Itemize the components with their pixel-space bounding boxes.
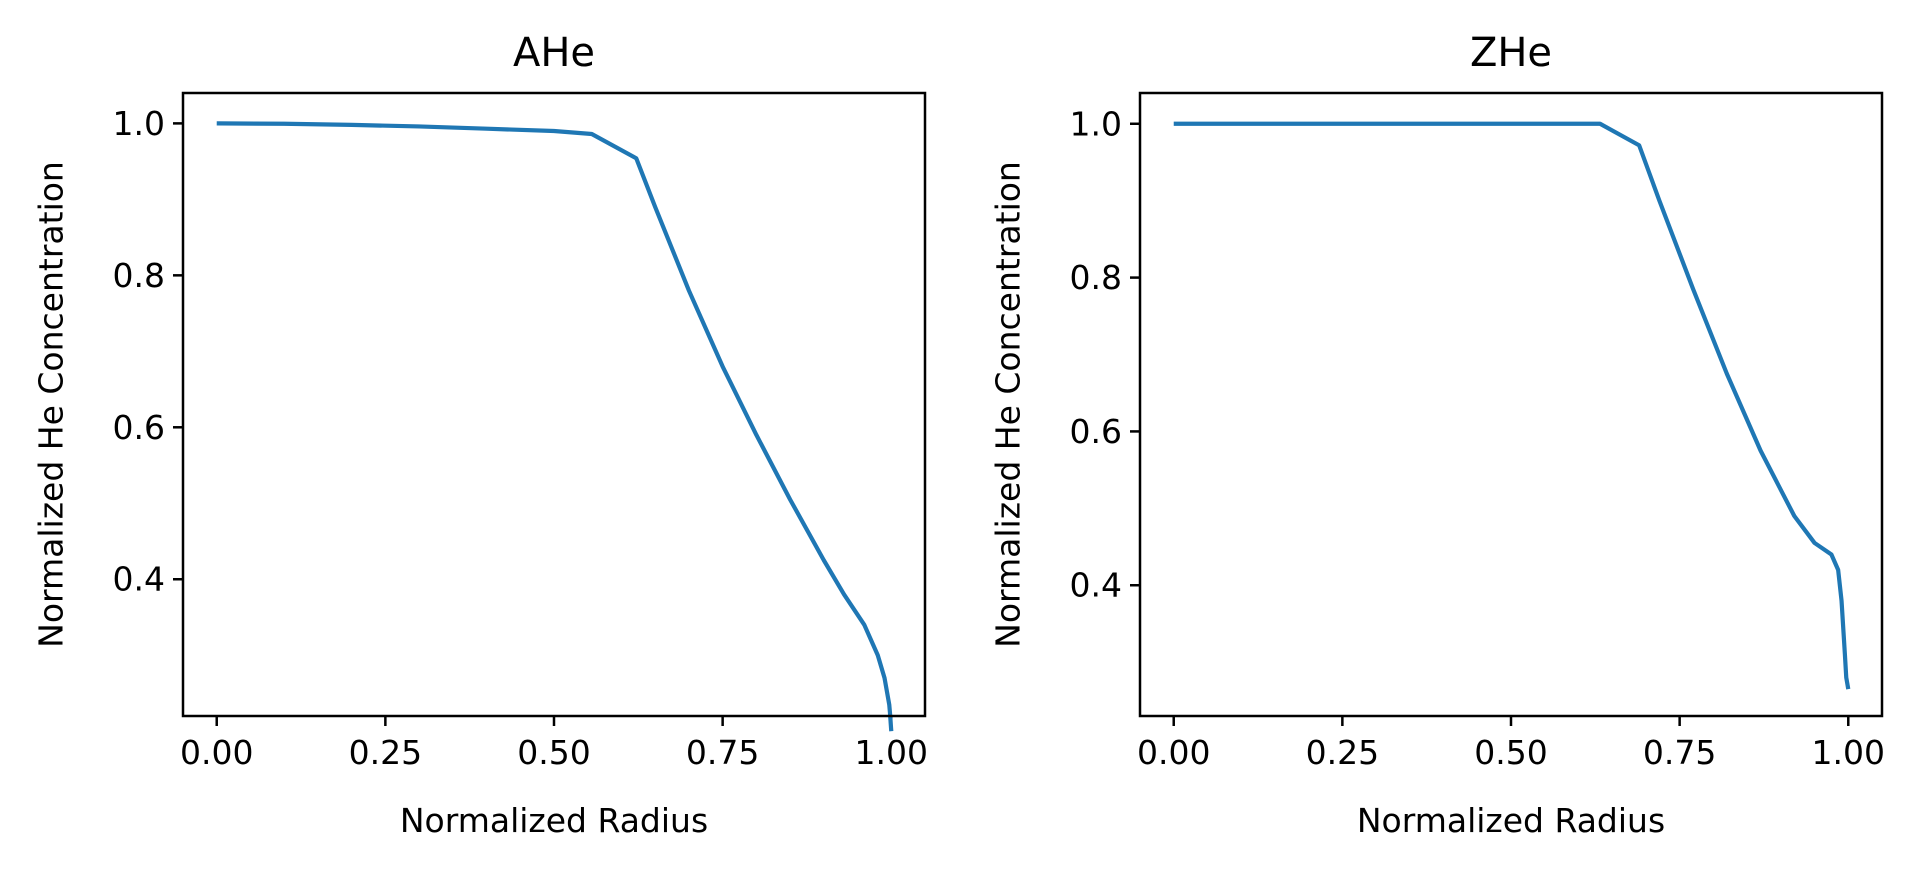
- ahe-panel-ylabel: Normalized He Concentration: [32, 161, 71, 648]
- zhe-panel-ticks: 0.00 0.25 0.50 0.75 1.00 0.4 0.6 0.8 1.0: [1070, 104, 1885, 772]
- zhe-panel-ytick-label: 1.0: [1070, 104, 1122, 143]
- ahe-panel-ytick-label: 0.4: [113, 560, 165, 599]
- ahe-panel-ytick-label: 1.0: [113, 104, 165, 143]
- ahe-panel-xtick-label: 0.50: [517, 733, 590, 772]
- ahe-panel-plot-area: [216, 121, 894, 732]
- zhe-panel-frame: [1138, 91, 1884, 718]
- zhe-panel-ytick-label: 0.4: [1070, 566, 1122, 605]
- zhe-panel-title: ZHe: [1470, 30, 1552, 76]
- ahe-panel-xtick-label: 0.75: [686, 733, 759, 772]
- ahe-panel-series-line: [216, 121, 894, 732]
- ahe-panel-ytick-label: 0.6: [113, 408, 165, 447]
- zhe-panel-xlabel: Normalized Radius: [1357, 801, 1665, 840]
- zhe-panel-series-line: [1173, 121, 1851, 690]
- zhe-panel-xtick-label: 0.50: [1474, 733, 1547, 772]
- zhe-panel-xtick-label: 1.00: [1812, 733, 1885, 772]
- ahe-panel-ticks: 0.00 0.25 0.50 0.75 1.00 0.4 0.6 0.8 1.0: [113, 104, 928, 772]
- ahe-panel-xtick-label: 0.25: [349, 733, 422, 772]
- ahe-panel-xtick-label: 1.00: [855, 733, 928, 772]
- ahe-panel-xlabel: Normalized Radius: [400, 801, 708, 840]
- zhe-panel-xtick-label: 0.25: [1306, 733, 1379, 772]
- ahe-panel-ytick-label: 0.8: [113, 256, 165, 295]
- zhe-panel-plot-area: [1173, 121, 1851, 690]
- ahe-panel-title: AHe: [513, 30, 595, 76]
- zhe-panel-ylabel: Normalized He Concentration: [989, 161, 1028, 648]
- ahe-panel: AHe Normalized Radius Normalized He Conc…: [32, 30, 929, 840]
- zhe-panel: ZHe Normalized Radius Normalized He Conc…: [989, 30, 1886, 840]
- ahe-panel-xtick-label: 0.00: [180, 733, 253, 772]
- zhe-panel-xtick-label: 0.00: [1137, 733, 1210, 772]
- zhe-panel-ytick-label: 0.6: [1070, 412, 1122, 451]
- zhe-panel-xtick-label: 0.75: [1643, 733, 1716, 772]
- zhe-panel-ytick-label: 0.8: [1070, 258, 1122, 297]
- ahe-panel-frame: [181, 91, 927, 718]
